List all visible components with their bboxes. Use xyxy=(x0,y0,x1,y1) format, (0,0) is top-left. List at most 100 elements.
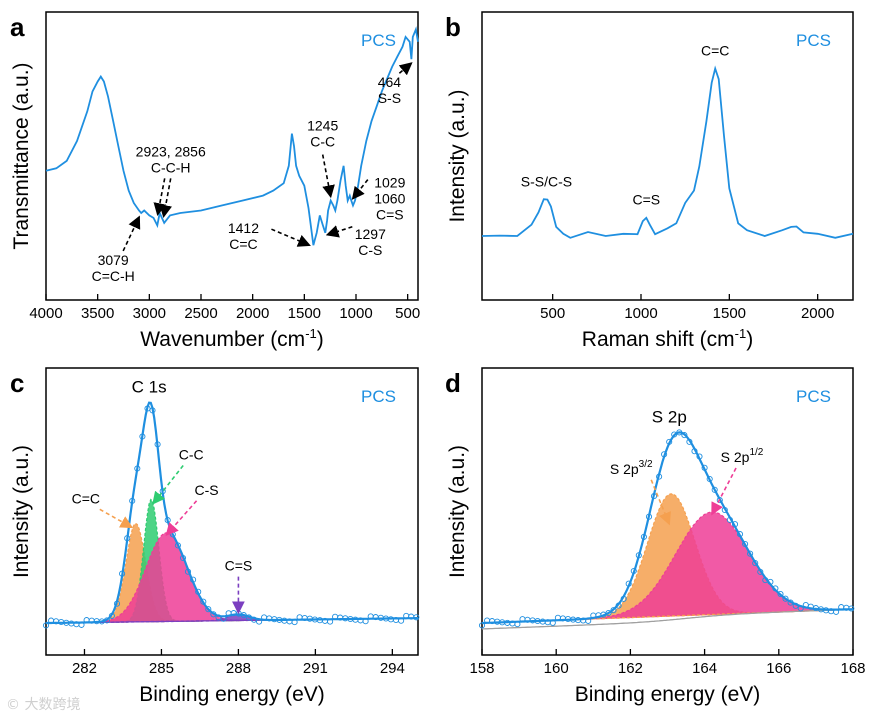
ftir-annotation-2-line: C=C xyxy=(229,236,257,252)
raw-data-point xyxy=(327,618,334,625)
raw-data-point xyxy=(747,550,754,557)
raw-data-point xyxy=(792,602,799,609)
ftir-annotation-6-line: S-S xyxy=(378,90,401,106)
ftir-annotation-4-line: 1297 xyxy=(355,226,386,242)
raw-data-point xyxy=(701,464,708,471)
raw-data-point xyxy=(398,617,405,624)
plot-frame-a xyxy=(45,11,419,301)
panel-a: a 4000 3500 3000 2500 2000 1500 1000 500 Wavenumb… xyxy=(10,11,420,351)
ftir-annotation-1-line: 2923, 2856 xyxy=(136,143,206,159)
raw-data-point xyxy=(514,621,521,628)
x-tick-label-d: 166 xyxy=(766,660,791,677)
ftir-annotation-5-line: 1060 xyxy=(374,191,405,207)
peak-arrow-c-2 xyxy=(165,500,198,536)
raw-data-point xyxy=(362,618,369,625)
ftir-annotation-1-line: C-C-H xyxy=(151,159,191,175)
x-tick-label-c: 285 xyxy=(149,660,174,677)
y-axis-title-d: Intensity (a.u.) xyxy=(446,445,469,578)
panel-d: d 158 160 162 164 166 168 Binding energy (eV) In… xyxy=(445,367,866,706)
x-axis-title-d: Binding energy (eV) xyxy=(575,683,761,706)
peak-arrow-d-1 xyxy=(711,467,737,516)
raw-data-point xyxy=(767,578,774,585)
raw-data-point xyxy=(190,576,197,583)
ftir-annotation-3-line: 1245 xyxy=(307,118,338,134)
ftir-annotation-0-line: C=C-H xyxy=(92,268,135,284)
raman-annotation-2-line: C=C xyxy=(701,42,729,58)
peak-label-text: S 2p xyxy=(610,461,639,477)
x-tick-label-a: 1000 xyxy=(339,305,372,322)
y-axis-title-b: Intensity (a.u.) xyxy=(446,89,469,222)
raw-data-point xyxy=(736,531,744,538)
y-axis-title-a: Transmittance (a.u.) xyxy=(10,62,33,249)
peak-label-text: C-S xyxy=(195,482,219,498)
raw-data-point xyxy=(681,432,688,439)
ftir-annotation-5-line: C=S xyxy=(376,207,404,223)
peak-label-d-0: S 2p3/2 xyxy=(610,459,653,477)
ftir-arrow-1b xyxy=(159,178,172,218)
x-axis-title-text: Raman shift (cm xyxy=(582,328,735,351)
x-axis-title-text: Binding energy (eV) xyxy=(139,683,325,706)
raw-data-point xyxy=(42,622,50,629)
x-tick-label-c: 282 xyxy=(72,660,97,677)
raw-data-point xyxy=(666,438,673,445)
peak-label-text: S 2p xyxy=(721,449,750,465)
raw-data-point xyxy=(726,516,733,523)
raw-data-point xyxy=(205,606,212,613)
raw-data-point xyxy=(250,616,258,623)
raw-data-point xyxy=(478,622,486,629)
x-axis-title-a: Wavenumber (cm-1) xyxy=(140,326,324,351)
raw-data-point xyxy=(103,617,110,624)
raw-data-point xyxy=(706,475,713,483)
peak-arrow-c-1 xyxy=(152,465,184,505)
raw-data-point xyxy=(772,585,779,592)
x-tick-label-d: 164 xyxy=(692,660,717,677)
ftir-annotation-3-line: C-C xyxy=(310,134,335,150)
x-tick-label-b: 2000 xyxy=(801,305,834,322)
panel-letter-b: b xyxy=(445,12,461,42)
peak-area-c-2 xyxy=(46,532,418,624)
legend-b: PCS xyxy=(796,31,831,50)
raw-data-point xyxy=(108,612,115,619)
raw-data-point xyxy=(139,433,146,440)
x-axis-title-text: Binding energy (eV) xyxy=(575,683,761,706)
raw-data-point xyxy=(656,473,663,480)
raw-data-point xyxy=(605,609,612,617)
raw-data-point xyxy=(752,560,759,567)
raw-data-point xyxy=(787,599,794,606)
raw-data-point xyxy=(762,577,769,584)
plot-frame-c xyxy=(45,367,419,656)
raw-data-point xyxy=(174,542,181,549)
x-tick-label-d: 168 xyxy=(840,660,865,677)
ftir-annotation-6-line: 464 xyxy=(378,74,402,90)
raw-data-point xyxy=(256,618,263,625)
ftir-annotation-0-line: 3079 xyxy=(98,252,129,268)
raman-annotation-0-line: S-S/C-S xyxy=(521,174,572,190)
raman-annotation-1-line: C=S xyxy=(632,192,660,208)
fit-envelope-d xyxy=(482,431,853,625)
peak-label-text: C-C xyxy=(179,446,204,462)
ftir-arrow-3 xyxy=(321,154,335,199)
raw-data-point xyxy=(78,621,85,628)
raw-data-point xyxy=(413,614,420,621)
peak-area-c-3 xyxy=(46,614,418,624)
series-line-ftir xyxy=(45,26,419,246)
raw-data-point xyxy=(696,453,703,460)
ftir-annotation-2-line: 1412 xyxy=(228,220,259,236)
ftir-arrow-6 xyxy=(398,62,413,76)
ftir-annotation-5-line: 1029 xyxy=(374,175,405,191)
raw-data-point xyxy=(635,552,642,559)
legend-a: PCS xyxy=(361,31,396,50)
raw-data-point xyxy=(149,407,156,414)
raw-data-point xyxy=(291,619,298,626)
series-line-raman xyxy=(481,65,854,239)
peak-label-c-2: C-S xyxy=(195,482,219,498)
x-tick-label-d: 162 xyxy=(618,660,643,677)
x-axis-title-sup: -1 xyxy=(735,326,747,341)
shirley-background-d xyxy=(482,608,854,630)
peak-label-sup: 1/2 xyxy=(749,447,763,458)
x-tick-label-c: 288 xyxy=(226,660,251,677)
raw-data-point xyxy=(777,590,784,598)
x-tick-label-a: 500 xyxy=(395,305,420,322)
plot-frame-d xyxy=(481,367,854,656)
